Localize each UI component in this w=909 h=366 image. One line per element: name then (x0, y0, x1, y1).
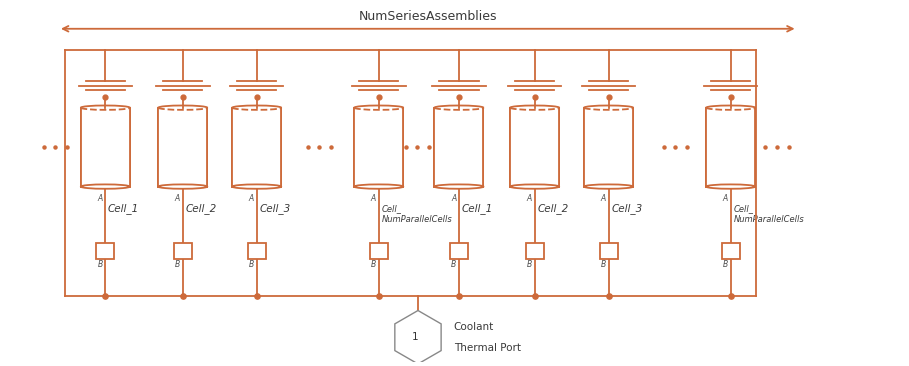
Ellipse shape (435, 184, 484, 189)
Bar (525, 243, 544, 259)
Bar (584, 108, 633, 187)
Text: A: A (601, 194, 606, 203)
Text: B: B (451, 259, 456, 269)
Bar (355, 108, 404, 187)
Bar (722, 243, 740, 259)
Text: NumSeriesAssemblies: NumSeriesAssemblies (358, 10, 497, 23)
Text: Cell_2: Cell_2 (185, 203, 216, 214)
Bar (510, 108, 559, 187)
Text: Cell_1: Cell_1 (108, 203, 139, 214)
Ellipse shape (584, 184, 633, 189)
Text: B: B (175, 259, 180, 269)
Text: A: A (249, 194, 255, 203)
Text: B: B (526, 259, 532, 269)
Bar (600, 243, 617, 259)
Ellipse shape (706, 184, 755, 189)
Ellipse shape (355, 184, 404, 189)
Text: 1: 1 (412, 332, 419, 342)
Bar (435, 108, 484, 187)
Bar (450, 243, 468, 259)
Bar (174, 243, 192, 259)
Text: B: B (249, 259, 255, 269)
Text: Cell_3: Cell_3 (611, 203, 643, 214)
Text: Cell_1: Cell_1 (462, 203, 493, 214)
Text: Thermal Port: Thermal Port (454, 343, 521, 352)
Text: A: A (451, 194, 456, 203)
Text: Coolant: Coolant (454, 322, 494, 332)
Text: A: A (526, 194, 532, 203)
Bar (706, 108, 755, 187)
Text: A: A (723, 194, 728, 203)
Bar (81, 108, 130, 187)
Ellipse shape (81, 184, 130, 189)
Bar (96, 243, 115, 259)
Ellipse shape (510, 184, 559, 189)
Text: Cell_
NumParallelCells: Cell_ NumParallelCells (734, 205, 804, 224)
Ellipse shape (158, 184, 207, 189)
Text: B: B (723, 259, 728, 269)
Ellipse shape (232, 184, 281, 189)
Text: Cell_2: Cell_2 (537, 203, 569, 214)
Text: Cell_
NumParallelCells: Cell_ NumParallelCells (382, 205, 452, 224)
Text: B: B (97, 259, 103, 269)
Text: A: A (175, 194, 180, 203)
Text: A: A (97, 194, 103, 203)
Text: B: B (601, 259, 606, 269)
Polygon shape (395, 310, 441, 364)
Text: A: A (371, 194, 376, 203)
Bar (370, 243, 387, 259)
Text: B: B (371, 259, 376, 269)
Text: Cell_3: Cell_3 (259, 203, 291, 214)
Bar (158, 108, 207, 187)
Bar (232, 108, 281, 187)
Bar (248, 243, 265, 259)
